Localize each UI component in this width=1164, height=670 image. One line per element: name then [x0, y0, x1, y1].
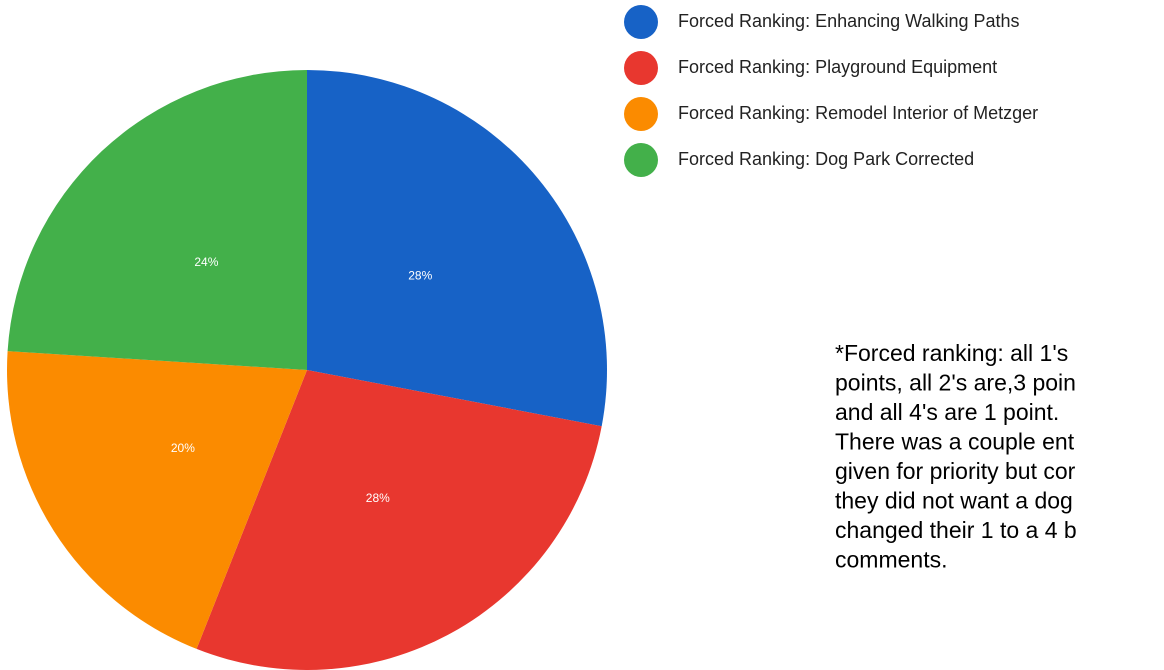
legend-marker: [624, 5, 658, 39]
legend-label: Forced Ranking: Remodel Interior of Metz…: [678, 103, 1038, 123]
annotation-line: given for priority but cor: [835, 458, 1076, 484]
legend-label: Forced Ranking: Enhancing Walking Paths: [678, 11, 1020, 31]
annotation-line: changed their 1 to a 4 b: [835, 517, 1077, 543]
legend-marker: [624, 97, 658, 131]
annotation-line: comments.: [835, 547, 947, 573]
legend-label: Forced Ranking: Playground Equipment: [678, 57, 997, 77]
annotation-line: points, all 2's are,3 poin: [835, 370, 1076, 396]
pie-slice: [7, 351, 308, 649]
slice-label: 24%: [194, 255, 218, 269]
legend-label: Forced Ranking: Dog Park Corrected: [678, 149, 974, 169]
slice-label: 28%: [366, 491, 390, 505]
annotation-line: they did not want a dog: [835, 488, 1073, 514]
legend-marker: [624, 143, 658, 177]
slice-label: 28%: [408, 268, 432, 282]
pie-slice: [307, 70, 607, 427]
annotation-line: *Forced ranking: all 1's: [835, 340, 1068, 366]
annotation-line: and all 4's are 1 point.: [835, 399, 1059, 425]
annotation-line: There was a couple ent: [835, 429, 1075, 455]
pie-slice: [196, 370, 602, 670]
legend-marker: [624, 51, 658, 85]
pie-slice: [7, 70, 308, 370]
slice-label: 20%: [171, 441, 195, 455]
